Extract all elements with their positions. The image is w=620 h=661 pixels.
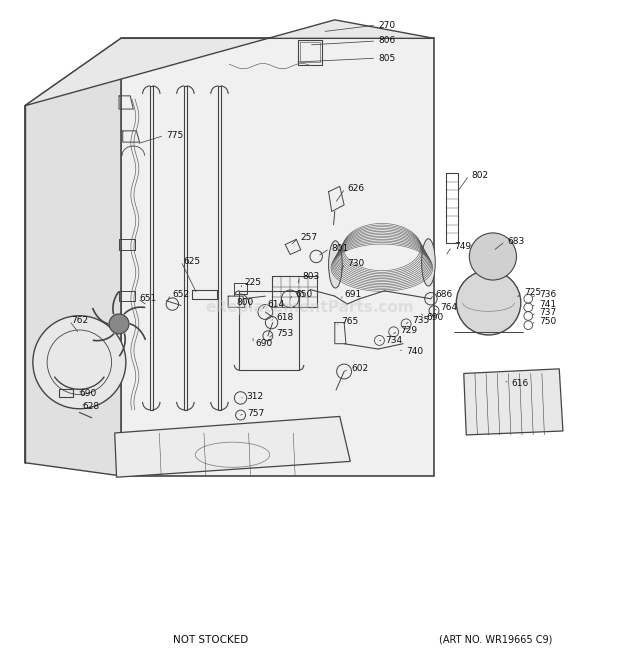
Text: 749: 749 bbox=[454, 242, 471, 251]
Text: eReplacementParts.com: eReplacementParts.com bbox=[206, 300, 414, 315]
Text: 735: 735 bbox=[412, 316, 430, 325]
Text: 729: 729 bbox=[400, 326, 417, 335]
Text: 690: 690 bbox=[255, 339, 273, 348]
Text: 753: 753 bbox=[276, 329, 293, 338]
Text: 652: 652 bbox=[172, 290, 190, 299]
Text: 757: 757 bbox=[247, 408, 264, 418]
Text: 801: 801 bbox=[332, 244, 349, 253]
Text: 765: 765 bbox=[341, 317, 358, 327]
Text: 257: 257 bbox=[300, 233, 317, 243]
Text: 725: 725 bbox=[524, 288, 541, 297]
Text: 651: 651 bbox=[140, 294, 157, 303]
Text: 690: 690 bbox=[427, 313, 444, 322]
Text: 802: 802 bbox=[471, 171, 489, 180]
Circle shape bbox=[109, 314, 129, 334]
Text: 800: 800 bbox=[237, 298, 254, 307]
Text: 730: 730 bbox=[347, 258, 365, 268]
Text: 734: 734 bbox=[386, 336, 403, 345]
Text: 737: 737 bbox=[539, 308, 556, 317]
Text: (ART NO. WR19665 C9): (ART NO. WR19665 C9) bbox=[440, 635, 552, 645]
Polygon shape bbox=[115, 416, 350, 477]
Text: 628: 628 bbox=[82, 402, 100, 411]
Text: 225: 225 bbox=[244, 278, 261, 288]
Text: 762: 762 bbox=[71, 316, 89, 325]
Text: 625: 625 bbox=[183, 256, 200, 266]
Text: 805: 805 bbox=[378, 54, 396, 63]
Text: 740: 740 bbox=[406, 347, 423, 356]
Text: 691: 691 bbox=[345, 290, 362, 299]
Text: 614: 614 bbox=[268, 299, 285, 309]
Text: 803: 803 bbox=[302, 272, 319, 281]
Text: 741: 741 bbox=[539, 299, 556, 309]
Polygon shape bbox=[464, 369, 563, 435]
Text: 736: 736 bbox=[539, 290, 556, 299]
Circle shape bbox=[469, 233, 516, 280]
Text: 270: 270 bbox=[378, 20, 396, 30]
Polygon shape bbox=[25, 38, 121, 476]
Text: 616: 616 bbox=[512, 379, 529, 388]
Text: 650: 650 bbox=[295, 290, 312, 299]
Polygon shape bbox=[121, 38, 434, 476]
Ellipse shape bbox=[422, 239, 435, 286]
Text: 750: 750 bbox=[539, 317, 556, 327]
Text: 626: 626 bbox=[347, 184, 365, 193]
Polygon shape bbox=[25, 20, 434, 106]
Text: 686: 686 bbox=[436, 290, 453, 299]
Text: NOT STOCKED: NOT STOCKED bbox=[173, 635, 249, 645]
Text: 683: 683 bbox=[507, 237, 525, 246]
Circle shape bbox=[456, 270, 521, 335]
Text: 764: 764 bbox=[440, 303, 458, 312]
Ellipse shape bbox=[329, 241, 342, 288]
Text: 775: 775 bbox=[166, 131, 184, 140]
Text: 312: 312 bbox=[247, 392, 264, 401]
Circle shape bbox=[33, 316, 126, 408]
Text: 618: 618 bbox=[276, 313, 293, 322]
Text: 806: 806 bbox=[378, 36, 396, 46]
Text: 602: 602 bbox=[351, 364, 368, 373]
Text: 690: 690 bbox=[79, 389, 97, 398]
